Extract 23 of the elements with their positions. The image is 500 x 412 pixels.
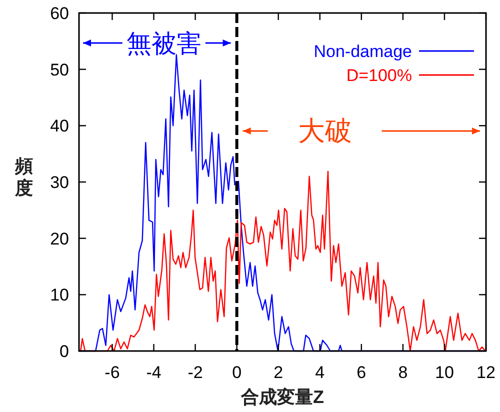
y-tick-label: 0 (60, 342, 69, 361)
legend-label: Non-damage (314, 42, 412, 61)
x-tick-label: 2 (274, 363, 284, 382)
y-tick-label: 30 (50, 173, 69, 192)
annotation: 無被害 (126, 30, 202, 58)
x-axis-title: 合成変量Z (240, 387, 324, 407)
y-axis-title: 頻度 (14, 156, 33, 198)
x-tick-label: 10 (435, 363, 454, 382)
y-tick-label: 60 (50, 4, 69, 23)
x-tick-label: 8 (398, 363, 408, 382)
x-tick-label: -4 (146, 363, 162, 382)
x-tick-label: 6 (356, 363, 366, 382)
y-tick-label: 40 (50, 116, 69, 136)
y-tick-label: 20 (50, 229, 69, 248)
annotation: 大破 (298, 116, 352, 146)
x-tick-label: 4 (315, 363, 325, 382)
y-tick-label: 10 (50, 286, 69, 305)
x-tick-label: -6 (104, 363, 120, 382)
x-tick-label: 12 (476, 363, 496, 382)
y-tick-label: 50 (50, 60, 69, 80)
legend-label: D=100% (346, 66, 412, 85)
x-tick-label: 0 (232, 363, 242, 382)
x-tick-label: -2 (188, 363, 203, 382)
